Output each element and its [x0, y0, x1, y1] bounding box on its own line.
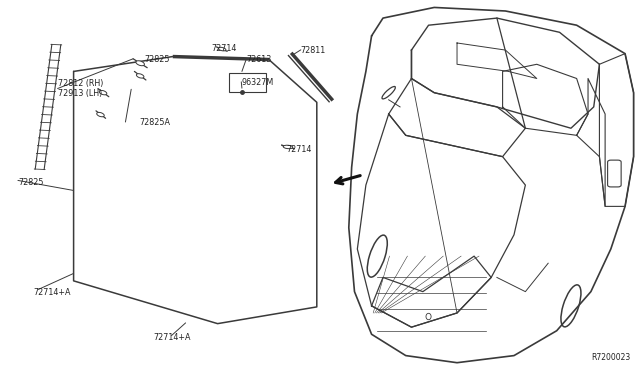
Ellipse shape — [136, 61, 145, 66]
Ellipse shape — [97, 112, 104, 117]
Text: 72812 (RH): 72812 (RH) — [58, 79, 103, 88]
Ellipse shape — [136, 74, 144, 78]
Text: 96327M: 96327M — [241, 78, 273, 87]
Text: 72714+A: 72714+A — [33, 288, 71, 296]
Text: 72714: 72714 — [286, 145, 312, 154]
Ellipse shape — [99, 90, 107, 95]
Text: R7200023: R7200023 — [591, 353, 630, 362]
Text: 72825: 72825 — [144, 55, 170, 64]
Bar — [229, 73, 266, 92]
Text: 72825: 72825 — [18, 178, 44, 187]
Text: 72913 (LH): 72913 (LH) — [58, 89, 102, 98]
Ellipse shape — [218, 47, 226, 51]
Text: 72825A: 72825A — [140, 118, 170, 126]
Text: 72714+A: 72714+A — [154, 333, 191, 342]
Text: 72714: 72714 — [211, 44, 237, 53]
Text: 72811: 72811 — [301, 46, 326, 55]
Text: 72613: 72613 — [246, 55, 271, 64]
Ellipse shape — [284, 145, 292, 149]
